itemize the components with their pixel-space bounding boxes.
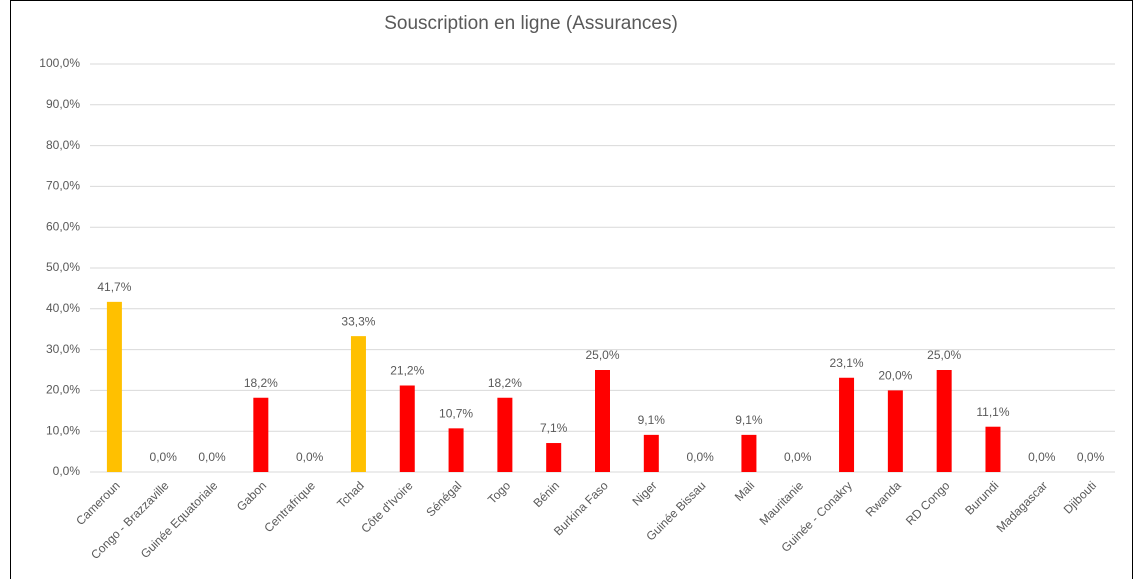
bar — [399, 385, 415, 472]
value-label: 41,7% — [97, 280, 131, 294]
value-label: 0,0% — [1077, 450, 1105, 464]
value-label: 9,1% — [735, 413, 763, 427]
value-label: 18,2% — [488, 376, 522, 390]
x-tick-label: Mauritanie — [757, 478, 807, 528]
y-tick-label: 60,0% — [46, 219, 80, 233]
value-label: 10,7% — [439, 407, 473, 421]
value-label: 0,0% — [296, 450, 324, 464]
bar — [595, 370, 610, 472]
x-tick-label: Niger — [629, 478, 659, 508]
value-label: 0,0% — [150, 450, 178, 464]
x-tick-label: Côte d'Ivoire — [358, 478, 415, 535]
bar — [741, 434, 757, 472]
bar — [546, 443, 562, 472]
x-tick-label: Centrafrique — [261, 478, 318, 535]
value-label: 9,1% — [638, 413, 666, 427]
value-label: 23,1% — [830, 356, 864, 370]
x-tick-label: Djibouti — [1061, 478, 1099, 516]
bar — [936, 370, 952, 472]
x-tick-label: Tchad — [334, 478, 367, 511]
value-label: 25,0% — [585, 348, 619, 362]
value-label: 0,0% — [198, 450, 226, 464]
value-label: 25,0% — [927, 348, 961, 362]
bar — [497, 397, 513, 472]
y-tick-label: 80,0% — [46, 138, 80, 152]
x-tick-label: Madagascar — [994, 478, 1051, 535]
y-tick-label: 90,0% — [46, 97, 80, 111]
y-tick-label: 0,0% — [53, 464, 81, 478]
value-label: 7,1% — [540, 421, 568, 435]
y-tick-label: 50,0% — [46, 260, 80, 274]
bar — [887, 390, 903, 472]
x-tick-label: Togo — [485, 478, 514, 507]
value-label: 21,2% — [390, 364, 424, 378]
value-label: 0,0% — [784, 450, 812, 464]
y-tick-label: 70,0% — [46, 179, 80, 193]
x-tick-label: Gabon — [234, 478, 269, 513]
bar — [985, 426, 1001, 472]
bar — [643, 434, 659, 472]
y-tick-label: 20,0% — [46, 383, 80, 397]
bar — [448, 428, 464, 472]
chart-frame — [10, 0, 1133, 579]
y-tick-label: 10,0% — [46, 423, 80, 437]
y-tick-label: 40,0% — [46, 301, 80, 315]
value-label: 33,3% — [341, 314, 375, 328]
bar — [106, 301, 122, 472]
y-tick-label: 100,0% — [39, 56, 80, 70]
value-label: 0,0% — [686, 450, 714, 464]
value-label: 20,0% — [878, 369, 912, 383]
value-label: 18,2% — [244, 376, 278, 390]
bar — [253, 397, 269, 472]
chart-title: Souscription en ligne (Assurances) — [384, 13, 678, 34]
value-label: 0,0% — [1028, 450, 1056, 464]
x-tick-label: RD Congo — [903, 478, 953, 528]
x-tick-label: Burundi — [962, 478, 1001, 517]
x-tick-label: Mali — [732, 478, 757, 503]
value-label: 11,1% — [976, 405, 1009, 419]
x-tick-label: Bénin — [530, 478, 562, 510]
y-tick-label: 30,0% — [46, 342, 80, 356]
x-tick-label: Sénégal — [423, 478, 464, 519]
x-tick-label: Rwanda — [863, 478, 904, 519]
bar — [839, 377, 855, 472]
x-tick-label: Cameroun — [73, 478, 123, 528]
bar — [350, 336, 366, 472]
